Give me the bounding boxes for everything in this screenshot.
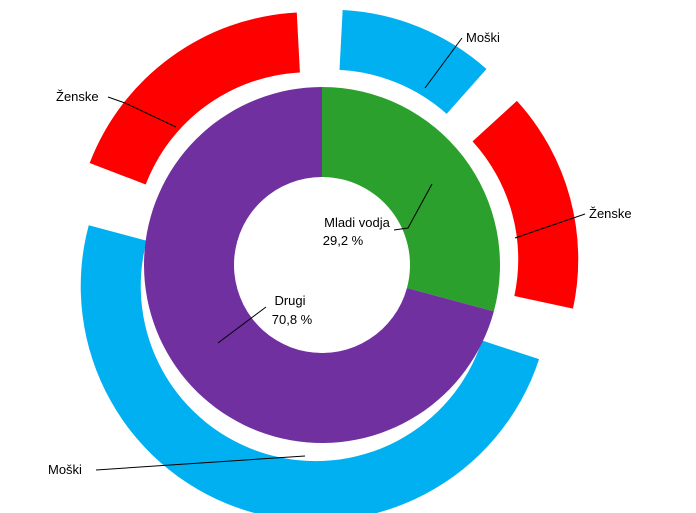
leader-line-mladi-vodja	[393, 183, 433, 231]
leader-line-zenske-right	[514, 213, 586, 239]
outer-ring	[80, 9, 579, 513]
outer-slice-moski-drugi	[80, 225, 540, 513]
leader-line-moski-upper	[424, 37, 463, 89]
label-outer-moski-drugi: Moški	[48, 462, 82, 477]
label-inner-mladi-vodja: Mladi vodja	[324, 215, 391, 230]
inner-slice-drugi	[144, 87, 494, 443]
leader-line-drugi	[217, 306, 267, 344]
value-inner-mladi-vodja: 29,2 %	[323, 233, 364, 248]
value-inner-drugi: 70,8 %	[272, 312, 313, 327]
label-outer-zenske-drugi: Ženske	[56, 89, 99, 104]
label-inner-drugi: Drugi	[274, 293, 305, 308]
leader-line-moski-lower	[95, 455, 306, 471]
label-outer-moski-mladi: Moški	[466, 30, 500, 45]
leader-line-zenske-left	[107, 96, 177, 128]
inner-slice-mladi-vodja	[322, 87, 500, 312]
outer-slice-moski-mladi-vodja	[339, 9, 487, 114]
outer-slice-zenske-drugi	[89, 12, 300, 185]
inner-ring	[144, 87, 500, 443]
label-outer-zenske-mladi: Ženske	[589, 206, 632, 221]
outer-slice-zenske-mladi-vodja	[472, 100, 579, 309]
